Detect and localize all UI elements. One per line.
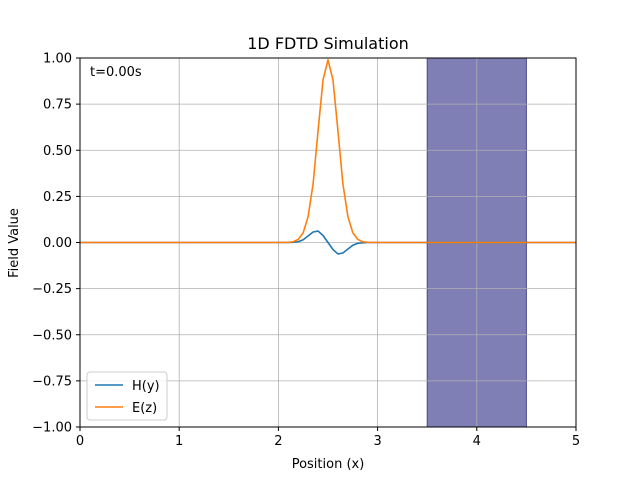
legend-label: H(y) — [132, 379, 160, 394]
y-tick-label: 0.50 — [43, 144, 72, 159]
x-tick-label: 1 — [175, 434, 183, 449]
series-line-ez — [80, 59, 576, 244]
x-tick-label: 5 — [572, 434, 580, 449]
legend-label: E(z) — [132, 401, 157, 416]
chart-title: 1D FDTD Simulation — [247, 34, 409, 53]
y-tick-label: 0.75 — [43, 98, 72, 113]
x-tick-label: 0 — [76, 434, 84, 449]
y-tick-label: 0.25 — [43, 190, 72, 205]
y-tick-label: −1.00 — [32, 421, 72, 436]
y-axis-label: Field Value — [7, 208, 22, 278]
x-axis-label: Position (x) — [292, 457, 365, 472]
y-tick-label: −0.75 — [32, 374, 72, 389]
y-tick-label: 1.00 — [43, 52, 72, 67]
x-tick-label: 4 — [473, 434, 481, 449]
x-tick-label: 3 — [373, 434, 381, 449]
x-tick-label: 2 — [274, 434, 282, 449]
y-tick-label: −0.50 — [32, 328, 72, 343]
time-annotation: t=0.00s — [90, 65, 142, 80]
y-tick-label: −0.25 — [32, 282, 72, 297]
legend-box — [86, 371, 168, 421]
y-tick-label: 0.00 — [43, 236, 72, 251]
